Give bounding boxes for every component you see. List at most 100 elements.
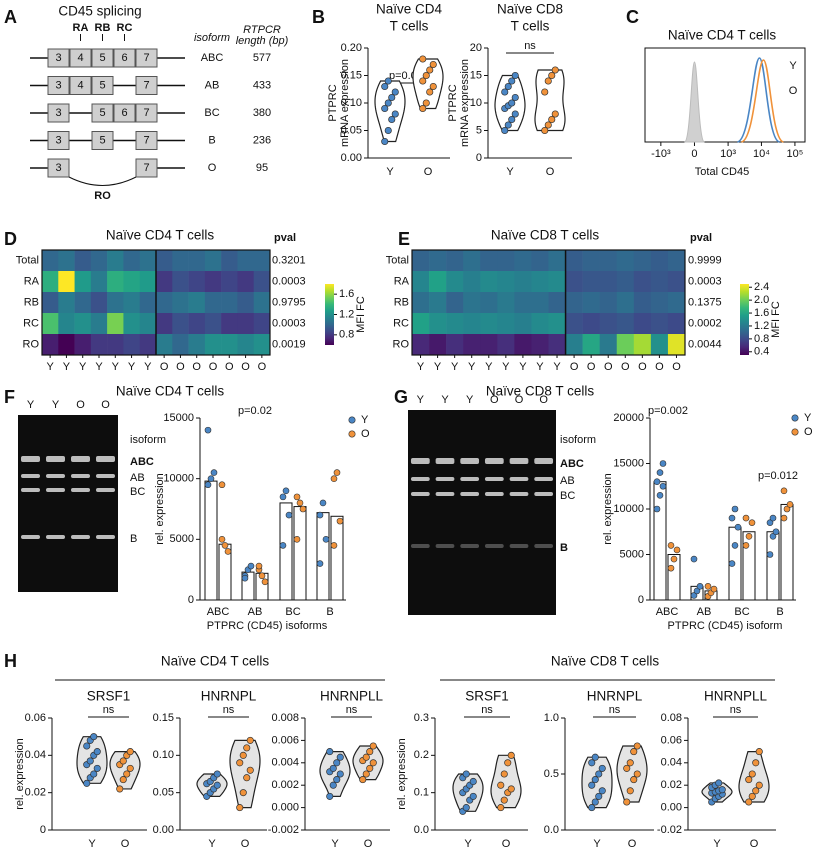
exon-number: 4 (77, 52, 83, 64)
data-point (693, 587, 701, 595)
heatmap-cell (58, 271, 75, 293)
violin (109, 751, 141, 790)
column-label: Y (63, 361, 71, 373)
gel-band (509, 477, 529, 481)
heatmap-cell (188, 313, 206, 335)
column-label: O (638, 361, 647, 373)
x-tick-label: AB (697, 606, 712, 618)
isoform-length: 380 (253, 107, 271, 119)
x-axis-label: PTPRC (CD45) isoforms (207, 620, 328, 632)
data-point (243, 774, 251, 782)
data-point (366, 764, 374, 772)
heatmap-cell (616, 313, 635, 335)
bar (653, 481, 667, 601)
data-point (261, 578, 269, 586)
column-label: O (621, 361, 630, 373)
y-tick-label: 0.02 (661, 779, 682, 791)
exon (69, 48, 92, 68)
y-tick-label: 0.004 (271, 757, 299, 769)
x-tick-label: Y (713, 838, 721, 849)
colorbar-tick-label: 1.6 (339, 288, 354, 300)
gel-band (96, 474, 115, 478)
gel-band (46, 474, 65, 478)
heatmap-cell (633, 313, 652, 335)
data-point (501, 88, 509, 96)
heatmap-cell (74, 313, 92, 335)
heatmap-cell (58, 292, 75, 314)
data-point (497, 781, 505, 789)
data-point (704, 583, 712, 590)
y-tick-label: 0.10 (341, 97, 362, 109)
bar (293, 506, 307, 601)
heatmap-cell (463, 313, 481, 335)
heatmap-cell (531, 313, 549, 335)
column-label: Y (417, 361, 425, 373)
data-point (598, 787, 606, 795)
data-point (207, 475, 215, 482)
heatmap-cell (463, 271, 481, 293)
gel-band (509, 544, 529, 548)
data-point (507, 785, 515, 793)
y-tick-label: 0.10 (153, 749, 174, 761)
data-point (630, 776, 638, 784)
data-point (336, 753, 344, 761)
heatmap-cell (565, 313, 583, 335)
colorbar-label: MFI FC (770, 301, 782, 338)
data-point (588, 759, 596, 767)
x-axis-label: Total CD45 (695, 166, 749, 178)
exon-number: 7 (143, 79, 149, 91)
y-tick-label: 0.06 (25, 712, 46, 724)
heatmap-cell (237, 271, 255, 293)
heatmap-cell (548, 313, 566, 335)
data-point (362, 770, 370, 778)
heatmap-cell (237, 292, 255, 314)
panel-letter: H (4, 651, 17, 671)
panel-letter: B (312, 7, 325, 27)
heatmap-cell (74, 250, 92, 272)
y-tick-label: 10 (470, 97, 482, 109)
heatmap-cell (204, 334, 222, 356)
heatmap-cell (446, 334, 464, 356)
data-point (623, 764, 631, 772)
heatmap-cell (497, 250, 515, 272)
data-point (243, 744, 251, 752)
y-tick-label: 0 (476, 152, 482, 164)
pval: 0.0019 (272, 338, 306, 350)
heatmap-cell (667, 271, 686, 293)
row-label: RB (24, 296, 39, 308)
data-point (715, 779, 723, 787)
panel-letter: E (398, 229, 410, 249)
y-tick-label: 15000 (163, 412, 194, 424)
row-label: RA (394, 275, 410, 287)
y-tick-label: 0.04 (661, 757, 682, 769)
data-point (419, 55, 427, 63)
y-tick-label: 5000 (620, 548, 644, 560)
isoform-length: 236 (253, 134, 271, 146)
heatmap-cell (650, 292, 669, 314)
data-point (659, 482, 667, 490)
isoform-name: B (208, 134, 215, 146)
data-point (511, 93, 519, 102)
data-point (93, 764, 101, 772)
heatmap-cell (172, 271, 189, 293)
column-label: O (176, 361, 185, 373)
heatmap-cell (463, 250, 481, 272)
exon-number: 3 (55, 107, 61, 119)
plot-title: Naïve CD4 (376, 2, 443, 17)
data-point (90, 733, 98, 741)
data-point (656, 492, 664, 499)
gel-image (18, 415, 118, 592)
data-point (541, 126, 549, 135)
data-point (419, 77, 427, 85)
band-label: B (560, 542, 568, 554)
gel-band (484, 544, 504, 548)
data-point (469, 792, 477, 800)
data-point (293, 493, 301, 501)
data-point (588, 804, 596, 812)
y-tick-label: 0.02 (25, 787, 46, 799)
heatmap-cell (599, 250, 618, 272)
heatmap-cell (480, 250, 498, 272)
column-label: Y (502, 361, 510, 373)
gel-band (509, 458, 529, 464)
